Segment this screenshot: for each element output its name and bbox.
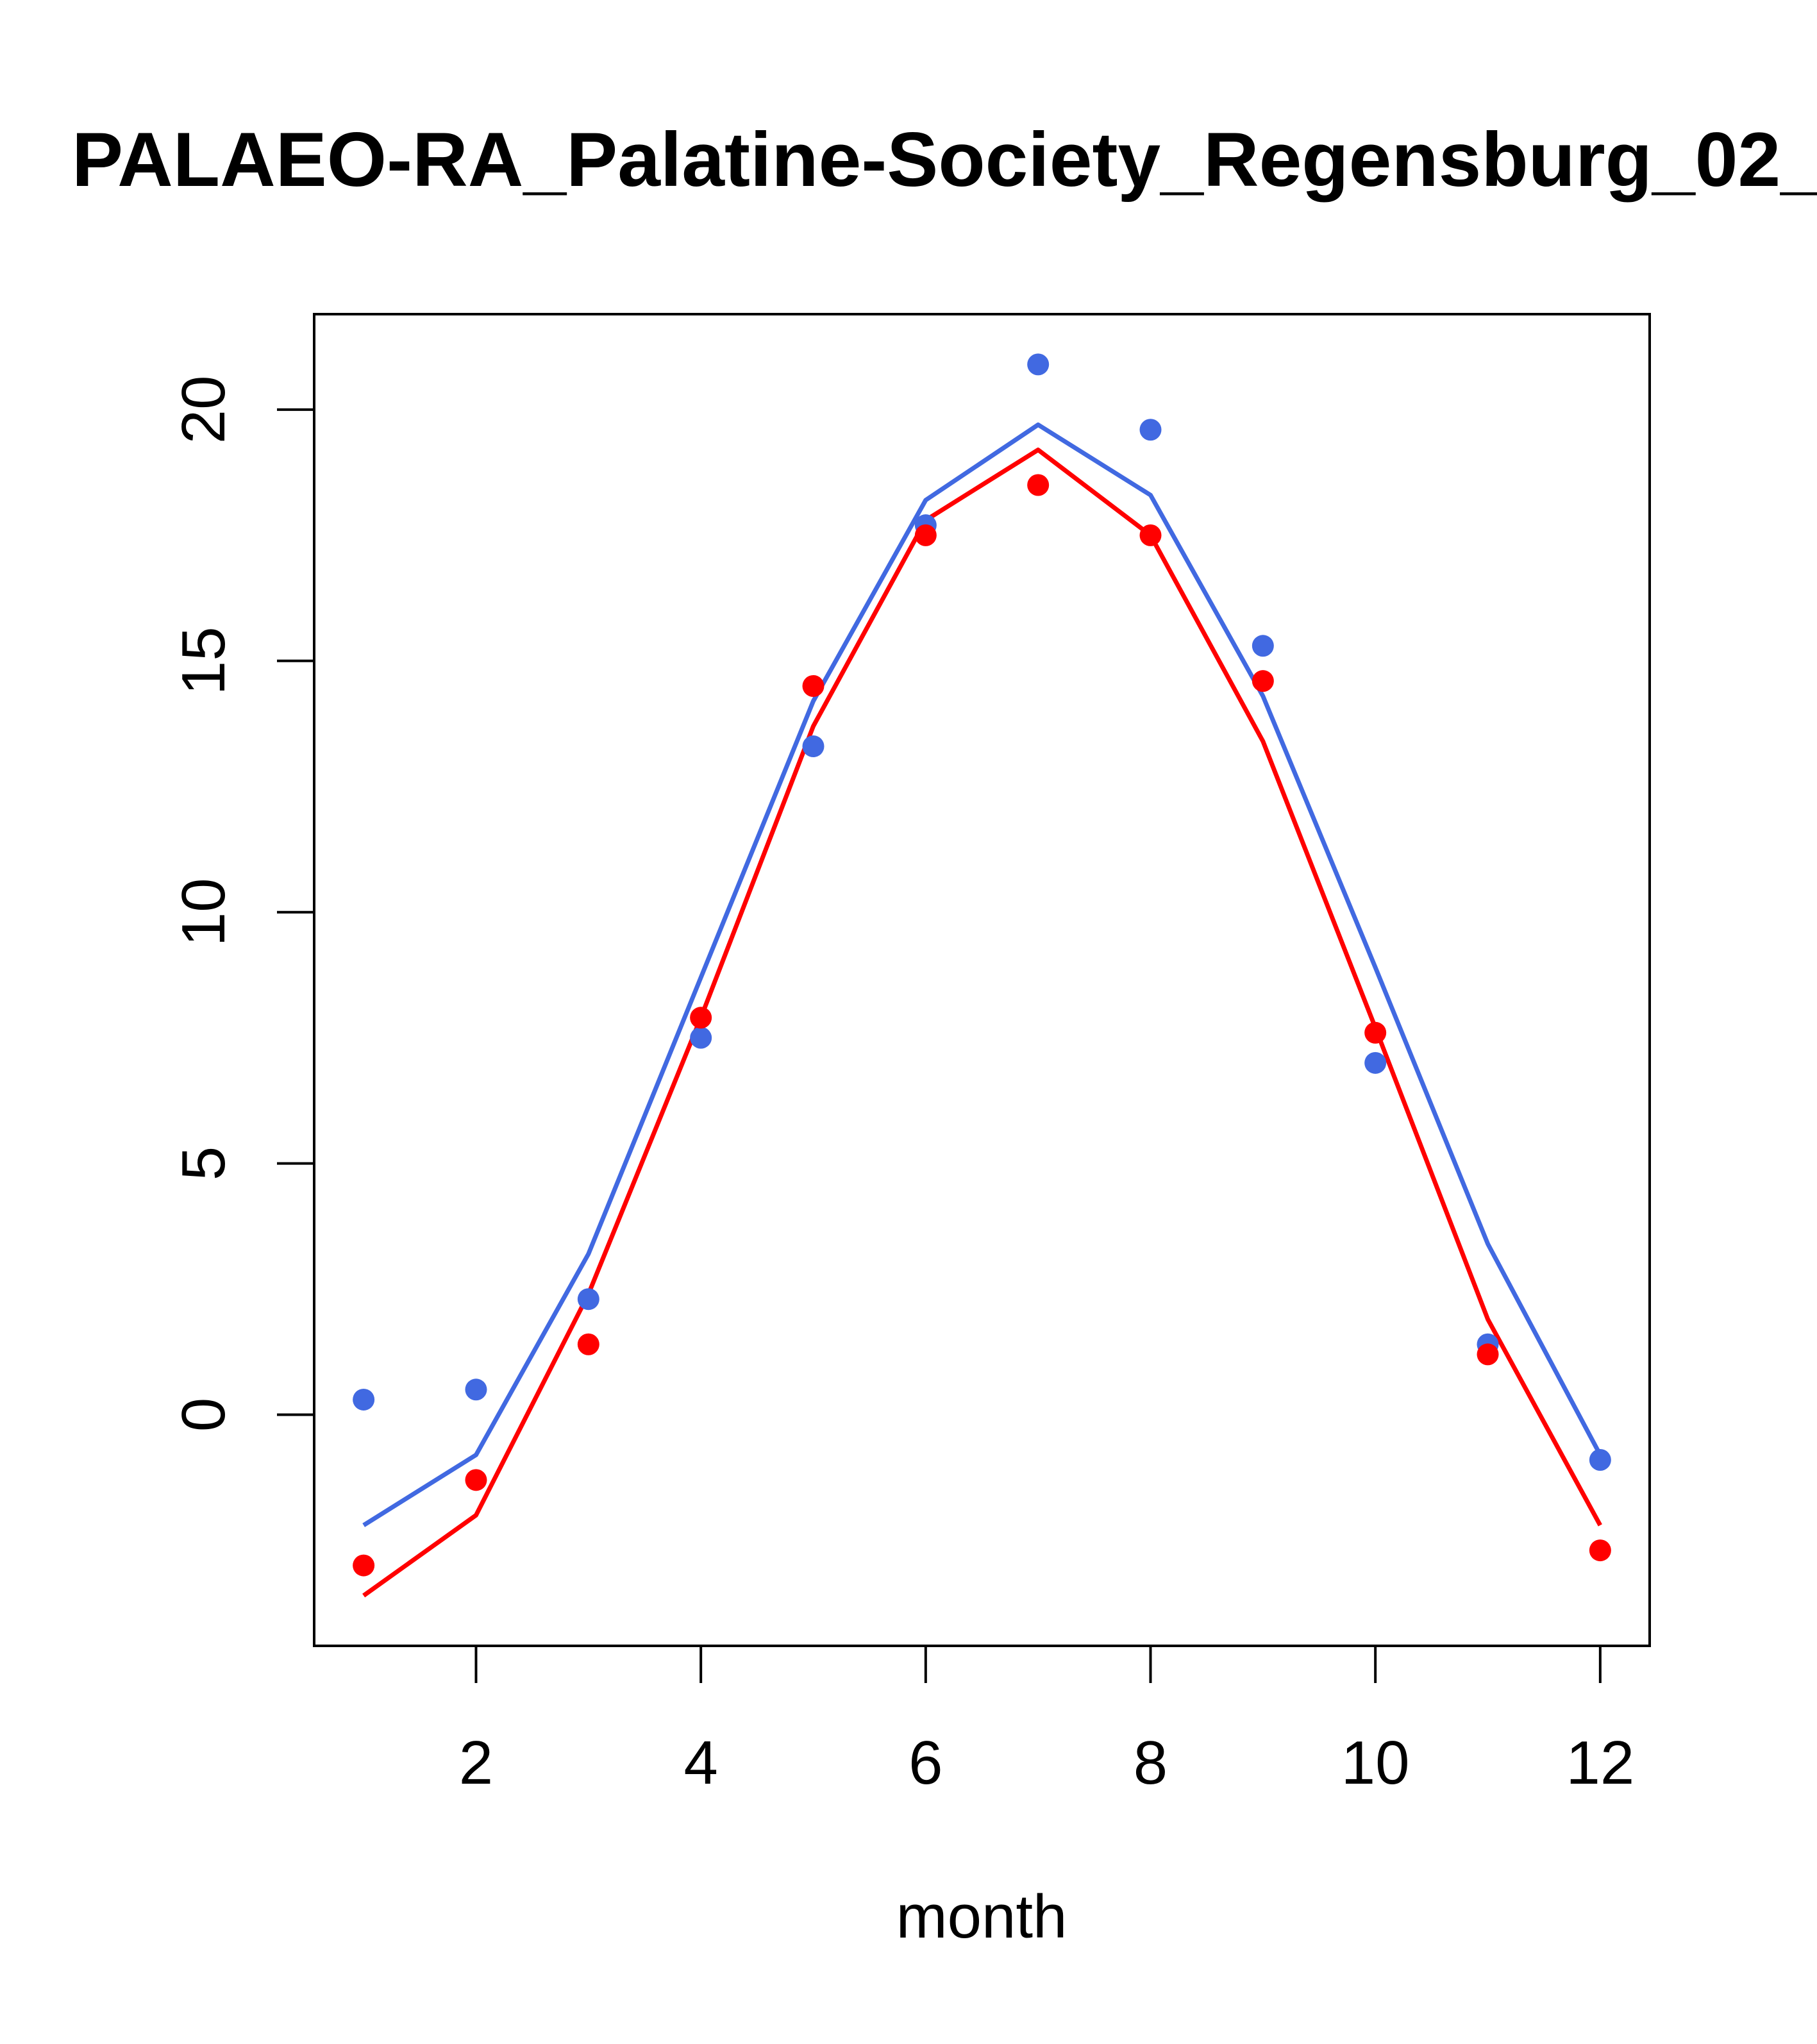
y-tick-label: 5 [169,1146,238,1180]
x-tick-label: 10 [1341,1729,1410,1797]
red-point [802,674,825,697]
blue-point [465,1378,487,1401]
red-point [353,1554,375,1577]
x-tick-label: 4 [683,1729,717,1797]
x-axis-label: month [896,1882,1068,1951]
blue-point [577,1288,599,1311]
blue-point [802,735,825,758]
x-tick-label: 6 [908,1729,942,1797]
blue-point [1589,1449,1611,1471]
red-point [1027,474,1050,496]
y-tick-label: 10 [169,878,238,946]
blue-point [1027,353,1050,376]
series-layer [353,353,1611,1598]
chart-title: PALAEO-RA_Palatine-Society_Regensburg_02… [72,117,1817,203]
red-point [1252,670,1274,692]
red-point [1139,524,1162,546]
red-point [1364,1021,1387,1044]
y-axis: 0 5 10 15 20 [169,376,315,1432]
y-tick-label: 20 [169,376,238,444]
blue-point [353,1388,375,1411]
x-axis: 2 4 6 8 10 12 [459,1645,1634,1797]
blue-line [362,422,1602,1527]
x-tick-label: 2 [459,1729,493,1797]
y-tick-label: 15 [169,626,238,695]
blue-point [1252,635,1274,657]
red-point [1589,1539,1611,1562]
red-point [914,524,937,546]
blue-point [690,1026,712,1049]
y-tick-label: 0 [169,1398,238,1432]
red-point [1477,1343,1499,1366]
blue-point [1139,419,1162,441]
x-tick-label: 12 [1566,1729,1634,1797]
red-point [690,1007,712,1029]
red-line [362,448,1602,1598]
x-tick-label: 8 [1134,1729,1168,1797]
blue-point [1364,1051,1387,1074]
plot-frame [313,313,1651,1647]
red-point [465,1469,487,1491]
red-point [577,1333,599,1355]
